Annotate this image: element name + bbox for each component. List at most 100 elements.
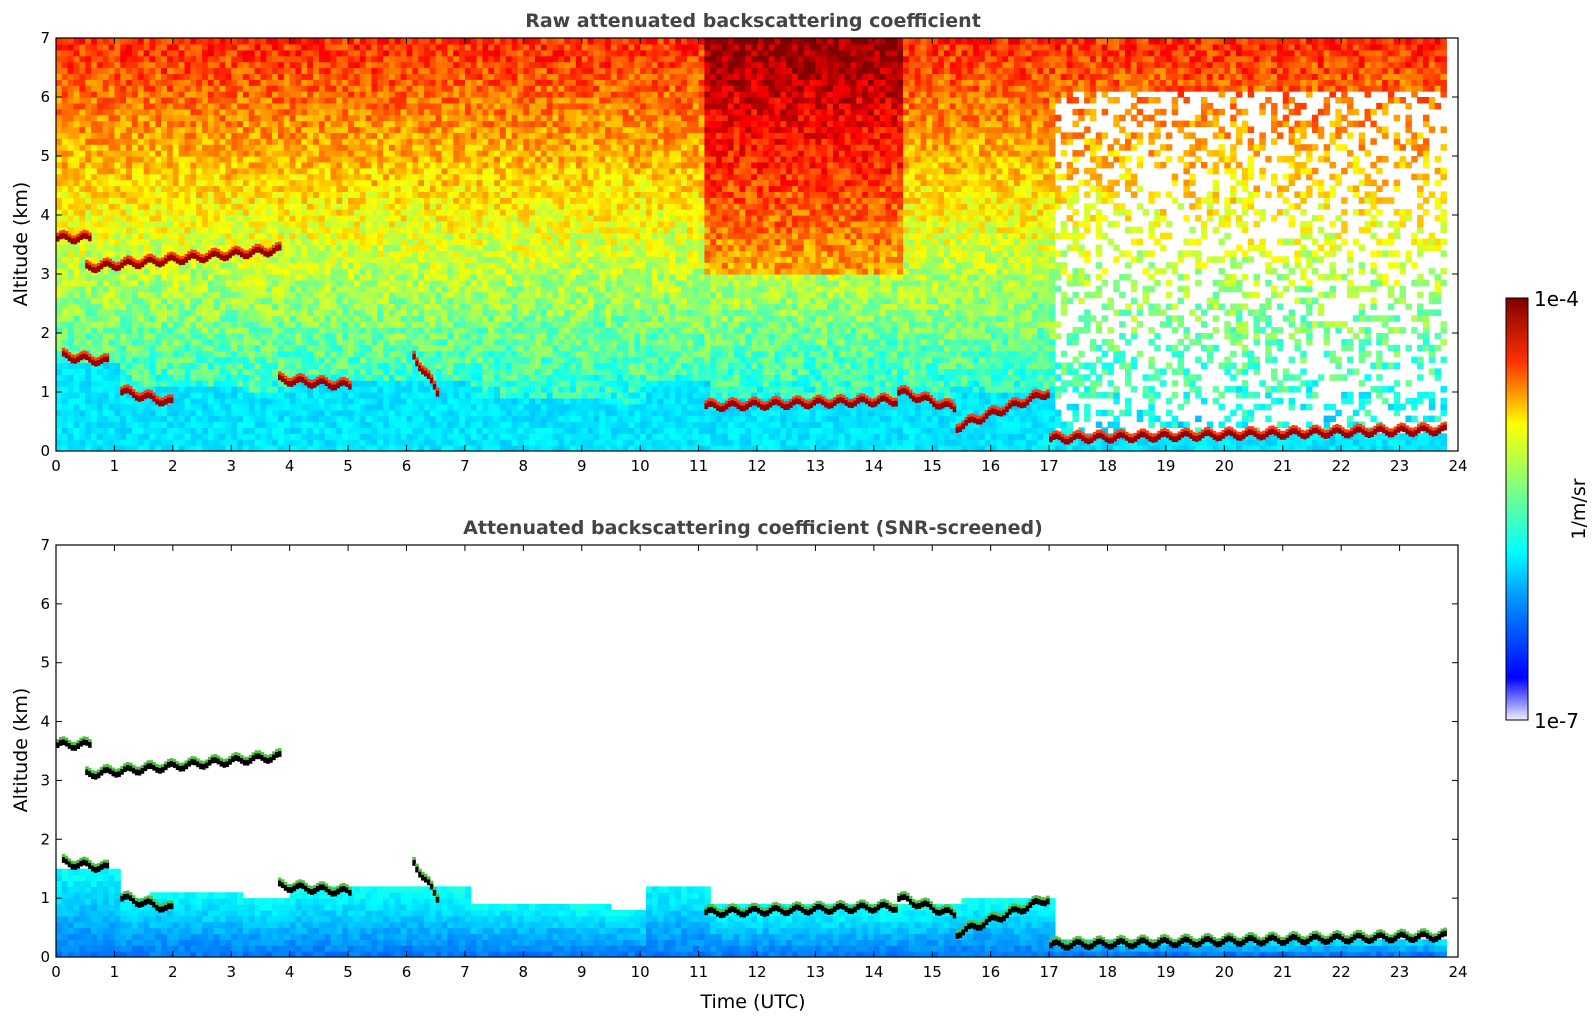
speckle-cell — [161, 403, 168, 411]
speckle-cell — [254, 161, 262, 169]
speckle-cell — [388, 415, 396, 423]
speckle-cell — [260, 279, 267, 287]
speckle-cell — [447, 150, 454, 157]
speckle-cell — [371, 445, 378, 451]
speckle-cell — [102, 315, 110, 322]
speckle-cell — [289, 262, 297, 269]
speckle-cell — [301, 415, 308, 423]
speckle-cell — [272, 97, 279, 104]
speckle-cell — [301, 132, 308, 139]
speckle-cell — [207, 297, 215, 305]
speckle-cell — [108, 61, 116, 69]
speckle-cell — [365, 368, 373, 375]
speckle-cell — [406, 132, 413, 139]
speckle-cell — [412, 85, 419, 92]
speckle-cell — [225, 114, 232, 122]
speckle-cell — [161, 132, 168, 139]
speckle-cell — [295, 38, 302, 45]
speckle-cell — [289, 55, 297, 63]
speckle-cell — [424, 215, 431, 222]
speckle-cell — [242, 297, 250, 305]
speckle-cell — [178, 397, 186, 405]
speckle-cell — [149, 297, 156, 305]
speckle-cell — [342, 321, 349, 328]
speckle-cell — [318, 433, 326, 440]
speckle-cell — [155, 403, 162, 411]
speckle-cell — [295, 409, 302, 417]
speckle-cell — [196, 445, 203, 451]
speckle-cell — [307, 79, 314, 86]
speckle-cell — [155, 167, 162, 175]
speckle-cell — [242, 262, 250, 269]
speckle-cell — [330, 285, 337, 293]
speckle-cell — [108, 415, 116, 423]
speckle-cell — [190, 173, 197, 181]
speckle-cell — [96, 126, 104, 133]
speckle-cell — [295, 238, 302, 246]
speckle-cell — [313, 421, 320, 428]
speckle-cell — [79, 274, 86, 281]
speckle-cell — [143, 85, 151, 92]
speckle-cell — [231, 368, 238, 375]
speckle-cell — [96, 85, 104, 92]
speckle-cell — [202, 132, 209, 139]
speckle-cell — [277, 49, 285, 57]
speckle-cell — [166, 297, 174, 305]
speckle-cell — [307, 161, 314, 169]
speckle-cell — [161, 102, 168, 110]
speckle-cell — [266, 191, 273, 198]
speckle-cell — [330, 144, 337, 151]
speckle-cell — [242, 409, 250, 417]
speckle-cell — [342, 85, 349, 92]
speckle-cell — [324, 179, 332, 187]
speckle-cell — [359, 150, 367, 157]
speckle-cell — [441, 97, 448, 104]
speckle-cell — [102, 150, 110, 157]
speckle-cell — [172, 279, 180, 287]
speckle-cell — [383, 150, 390, 157]
speckle-cell — [371, 126, 378, 133]
speckle-cell — [237, 73, 244, 80]
speckle-cell — [67, 61, 75, 69]
speckle-cell — [301, 156, 308, 163]
speckle-cell — [277, 439, 285, 446]
speckle-cell — [184, 439, 191, 446]
speckle-cell — [172, 433, 180, 440]
speckle-cell — [102, 433, 110, 440]
speckle-cell — [248, 209, 256, 216]
speckle-cell — [388, 386, 396, 393]
speckle-cell — [108, 403, 116, 411]
speckle-cell — [377, 179, 384, 187]
speckle-cell — [102, 161, 110, 169]
speckle-cell — [155, 368, 162, 375]
speckle-cell — [114, 386, 121, 393]
speckle-cell — [61, 49, 69, 57]
speckle-cell — [166, 132, 174, 139]
speckle-cell — [342, 250, 349, 257]
speckle-cell — [394, 102, 402, 110]
speckle-cell — [225, 333, 232, 340]
speckle-cell — [166, 409, 174, 417]
speckle-cell — [166, 215, 174, 222]
speckle-cell — [459, 238, 466, 246]
speckle-cell — [85, 291, 92, 299]
speckle-cell — [108, 150, 116, 157]
speckle-cell — [429, 156, 437, 163]
speckle-cell — [166, 108, 174, 116]
speckle-cell — [114, 445, 121, 451]
speckle-cell — [79, 185, 86, 192]
speckle-cell — [196, 274, 203, 281]
speckle-cell — [137, 338, 145, 346]
speckle-cell — [248, 374, 256, 381]
speckle-cell — [266, 114, 273, 122]
speckle-cell — [190, 350, 197, 358]
speckle-cell — [225, 421, 232, 428]
speckle-cell — [447, 374, 454, 381]
speckle-cell — [435, 114, 443, 122]
speckle-cell — [313, 238, 320, 246]
speckle-cell — [190, 55, 197, 63]
speckle-cell — [429, 173, 437, 181]
speckle-cell — [283, 291, 291, 299]
speckle-cell — [359, 421, 367, 428]
speckle-cell — [318, 386, 326, 393]
